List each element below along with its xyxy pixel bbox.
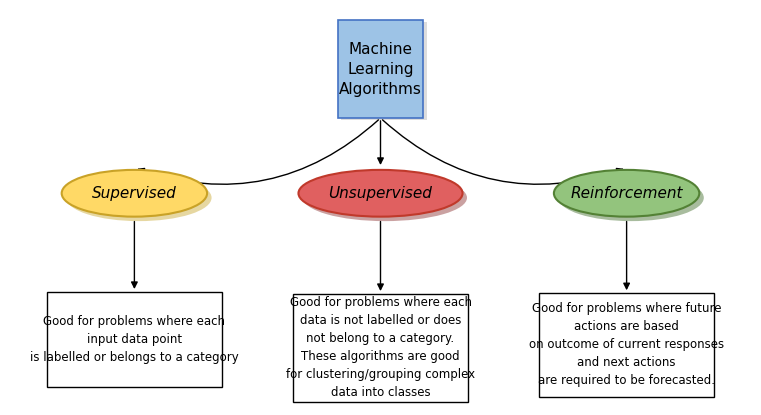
FancyBboxPatch shape <box>46 292 222 388</box>
Ellipse shape <box>554 170 699 217</box>
Ellipse shape <box>66 174 212 221</box>
Text: Unsupervised: Unsupervised <box>329 186 432 201</box>
Text: Reinforcement: Reinforcement <box>570 186 683 201</box>
FancyBboxPatch shape <box>539 293 715 397</box>
FancyBboxPatch shape <box>293 294 468 402</box>
Ellipse shape <box>62 170 207 217</box>
Text: Machine
Learning
Algorithms: Machine Learning Algorithms <box>339 42 422 97</box>
FancyBboxPatch shape <box>342 22 427 120</box>
Ellipse shape <box>298 170 463 217</box>
FancyBboxPatch shape <box>338 20 423 118</box>
Ellipse shape <box>559 174 704 221</box>
Text: Good for problems where future
actions are based
on outcome of current responses: Good for problems where future actions a… <box>529 303 724 388</box>
Text: Good for problems where each
data is not labelled or does
not belong to a catego: Good for problems where each data is not… <box>286 296 475 399</box>
Text: Good for problems where each
input data point
is labelled or belongs to a catego: Good for problems where each input data … <box>30 315 239 364</box>
Ellipse shape <box>303 174 467 221</box>
Text: Supervised: Supervised <box>92 186 177 201</box>
